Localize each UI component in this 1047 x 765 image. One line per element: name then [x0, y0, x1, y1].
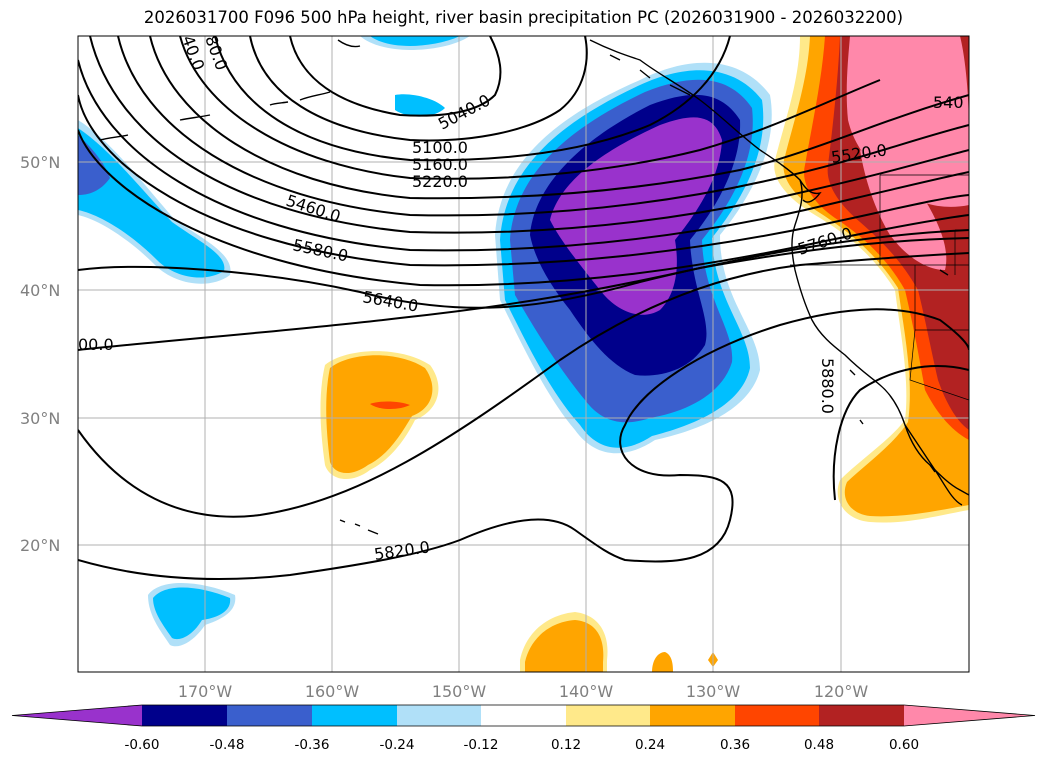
contour-label-00: 00.0 — [78, 335, 114, 354]
lat-label-20: 20°N — [20, 536, 60, 555]
map-panel[interactable]: 5040.0 5100.0 5160.0 5220.0 5460.0 5580.… — [78, 33, 969, 672]
lon-label-170w: 170°W — [178, 682, 233, 701]
colorbar-tick-label: -0.60 — [125, 737, 160, 753]
lon-label-160w: 160°W — [305, 682, 360, 701]
lon-label-120w: 120°W — [814, 682, 869, 701]
colorbar-extend-low — [12, 705, 142, 726]
positive-anomaly-central — [320, 351, 718, 672]
colorbar-segment — [397, 705, 481, 726]
lat-label-50: 50°N — [20, 153, 60, 172]
colorbar-tick-label: -0.48 — [210, 737, 245, 753]
coastlines — [99, 39, 969, 535]
colorbar-segment — [142, 705, 227, 726]
lon-label-150w: 150°W — [432, 682, 487, 701]
negative-anomaly-west — [78, 36, 470, 647]
contour-label-5220: 5220.0 — [412, 172, 468, 191]
lon-label-140w: 140°W — [559, 682, 614, 701]
lon-label-130w: 130°W — [686, 682, 741, 701]
colorbar-segment — [312, 705, 397, 726]
colorbar-segment — [650, 705, 735, 726]
gridlines — [78, 36, 969, 672]
colorbar-tick-label: -0.24 — [380, 737, 415, 753]
contour-label-540: 540 — [933, 93, 964, 112]
lat-label-30: 30°N — [20, 409, 60, 428]
colorbar-extend-high — [904, 705, 1035, 726]
negative-anomaly-region — [495, 62, 772, 454]
colorbar-segment — [819, 705, 904, 726]
colorbar-tick-label: 0.12 — [551, 737, 581, 753]
colorbar-tick-labels: -0.60 -0.48 -0.36 -0.24 -0.12 0.12 0.24 … — [125, 737, 920, 753]
colorbar-tick-label: 0.24 — [635, 737, 665, 753]
latitude-labels: 50°N 40°N 30°N 20°N — [20, 153, 60, 555]
colorbar-segment — [735, 705, 819, 726]
colorbar — [11, 704, 1036, 727]
state-borders — [790, 174, 969, 401]
map-title: 2026031700 F096 500 hPa height, river ba… — [143, 8, 904, 27]
lat-label-40: 40°N — [20, 281, 60, 300]
contour-labels: 5040.0 5100.0 5160.0 5220.0 5460.0 5580.… — [78, 36, 964, 564]
height-contours — [78, 36, 969, 581]
colorbar-segment — [481, 705, 566, 726]
colorbar-tick-label: -0.36 — [295, 737, 330, 753]
colorbar-tick-label: 0.36 — [720, 737, 750, 753]
colorbar-tick-label: 0.60 — [889, 737, 919, 753]
contour-label-5880: 5880.0 — [818, 358, 837, 414]
colorbar-segment — [227, 705, 312, 726]
colorbar-tick-label: -0.12 — [464, 737, 499, 753]
map-frame — [77, 35, 970, 673]
contour-label-5160: 5160.0 — [412, 155, 468, 174]
colorbar-tick-label: 0.48 — [804, 737, 834, 753]
colorbar-segment — [566, 705, 650, 726]
longitude-labels: 170°W 160°W 150°W 140°W 130°W 120°W — [178, 682, 869, 701]
colorbar-outline — [11, 704, 1036, 727]
contour-label-5100: 5100.0 — [412, 138, 468, 157]
positive-anomaly-east — [774, 36, 969, 523]
